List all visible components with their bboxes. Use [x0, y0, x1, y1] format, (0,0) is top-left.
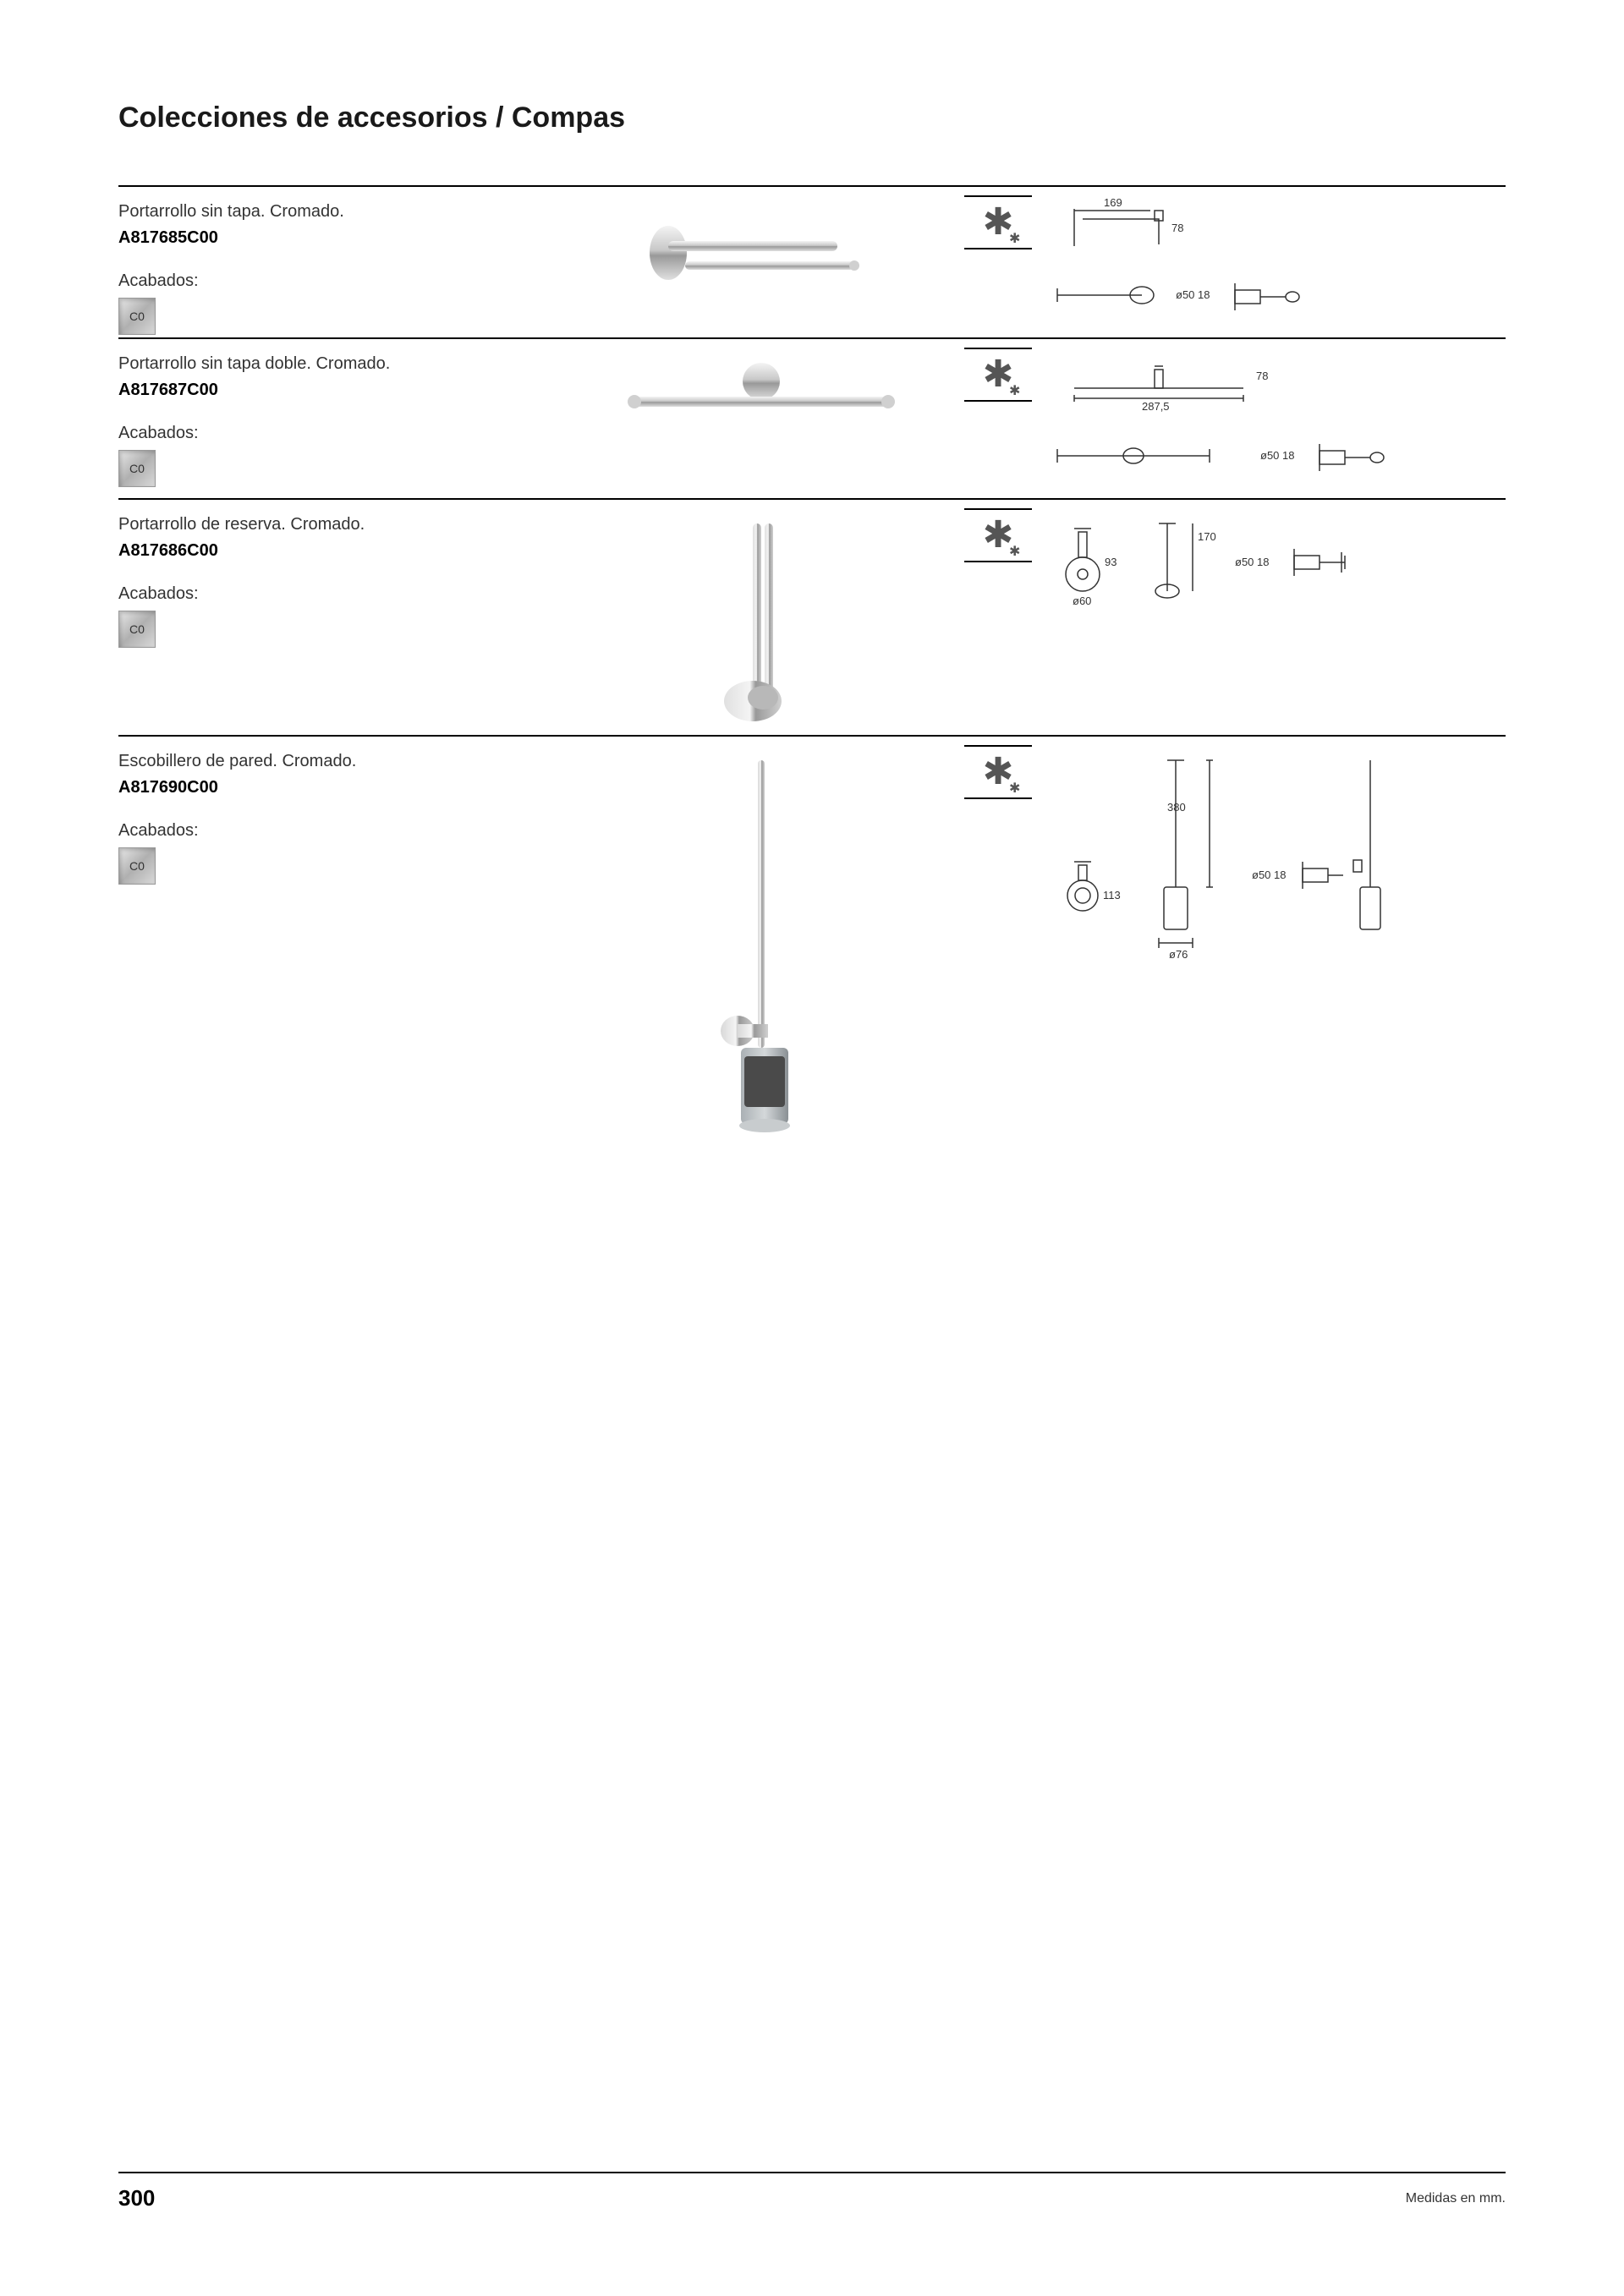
finish-swatch: C0	[118, 611, 156, 648]
product-sku: A817690C00	[118, 778, 558, 797]
product-sku: A817687C00	[118, 381, 558, 400]
svg-text:113: 113	[1103, 889, 1121, 901]
svg-text:78: 78	[1171, 222, 1183, 234]
svg-text:169: 169	[1104, 196, 1122, 209]
product-description: Portarrollo de reserva. Cromado.	[118, 515, 558, 534]
product-photo-icon	[634, 202, 888, 304]
product-description: Portarrollo sin tapa. Cromado.	[118, 202, 558, 222]
products-grid: Portarrollo sin tapa. Cromado. A817685C0…	[118, 185, 1506, 1141]
star-icon: ✱✱	[983, 197, 1014, 248]
product-row: Portarrollo sin tapa. Cromado. A817685C0…	[118, 185, 1506, 337]
svg-text:93: 93	[1105, 556, 1116, 568]
page-title: Colecciones de accesorios / Compas	[118, 101, 1506, 134]
finishes-label: Acabados:	[118, 821, 558, 841]
svg-text:ø76: ø76	[1169, 948, 1188, 961]
product-row: Escobillero de pared. Cromado. A817690C0…	[118, 735, 1506, 1141]
product-row: Portarrollo de reserva. Cromado. A817686…	[118, 498, 1506, 735]
finish-swatch: C0	[118, 847, 156, 885]
svg-text:380: 380	[1167, 801, 1186, 814]
finish-swatch: C0	[118, 298, 156, 335]
svg-text:287,5: 287,5	[1142, 400, 1170, 413]
finish-swatch: C0	[118, 450, 156, 487]
finishes-label: Acabados:	[118, 584, 558, 604]
svg-text:78: 78	[1256, 370, 1268, 382]
svg-text:ø50 18: ø50 18	[1176, 288, 1210, 301]
page-number: 300	[118, 2185, 155, 2211]
footer-note: Medidas en mm.	[1406, 2191, 1506, 2206]
star-icon: ✱✱	[983, 349, 1014, 400]
technical-diagram-icon: 78 287,5 ø50 18	[1049, 354, 1404, 498]
finishes-label: Acabados:	[118, 271, 558, 291]
product-photo-icon	[694, 515, 829, 735]
product-photo-icon	[617, 354, 905, 439]
star-icon: ✱✱	[983, 510, 1014, 561]
product-description: Portarrollo sin tapa doble. Cromado.	[118, 354, 558, 374]
product-photo-icon	[685, 752, 837, 1141]
product-sku: A817686C00	[118, 541, 558, 561]
product-description: Escobillero de pared. Cromado.	[118, 752, 558, 771]
product-row: Portarrollo sin tapa doble. Cromado. A81…	[118, 337, 1506, 498]
svg-text:170: 170	[1198, 530, 1216, 543]
star-icon: ✱✱	[983, 747, 1014, 797]
svg-text:ø60: ø60	[1073, 595, 1091, 607]
technical-diagram-icon: 78 169 ø50 18	[1049, 202, 1370, 337]
page-footer: 300 Medidas en mm.	[118, 2172, 1506, 2211]
svg-text:ø50 18: ø50 18	[1235, 556, 1269, 568]
product-sku: A817685C00	[118, 228, 558, 248]
technical-diagram-icon: 93 ø60 170 ø50 18	[1049, 515, 1404, 616]
technical-diagram-icon: 380 113 ø76	[1049, 752, 1404, 972]
finishes-label: Acabados:	[118, 424, 558, 443]
svg-text:ø50 18: ø50 18	[1260, 449, 1294, 462]
svg-text:ø50 18: ø50 18	[1252, 869, 1286, 881]
